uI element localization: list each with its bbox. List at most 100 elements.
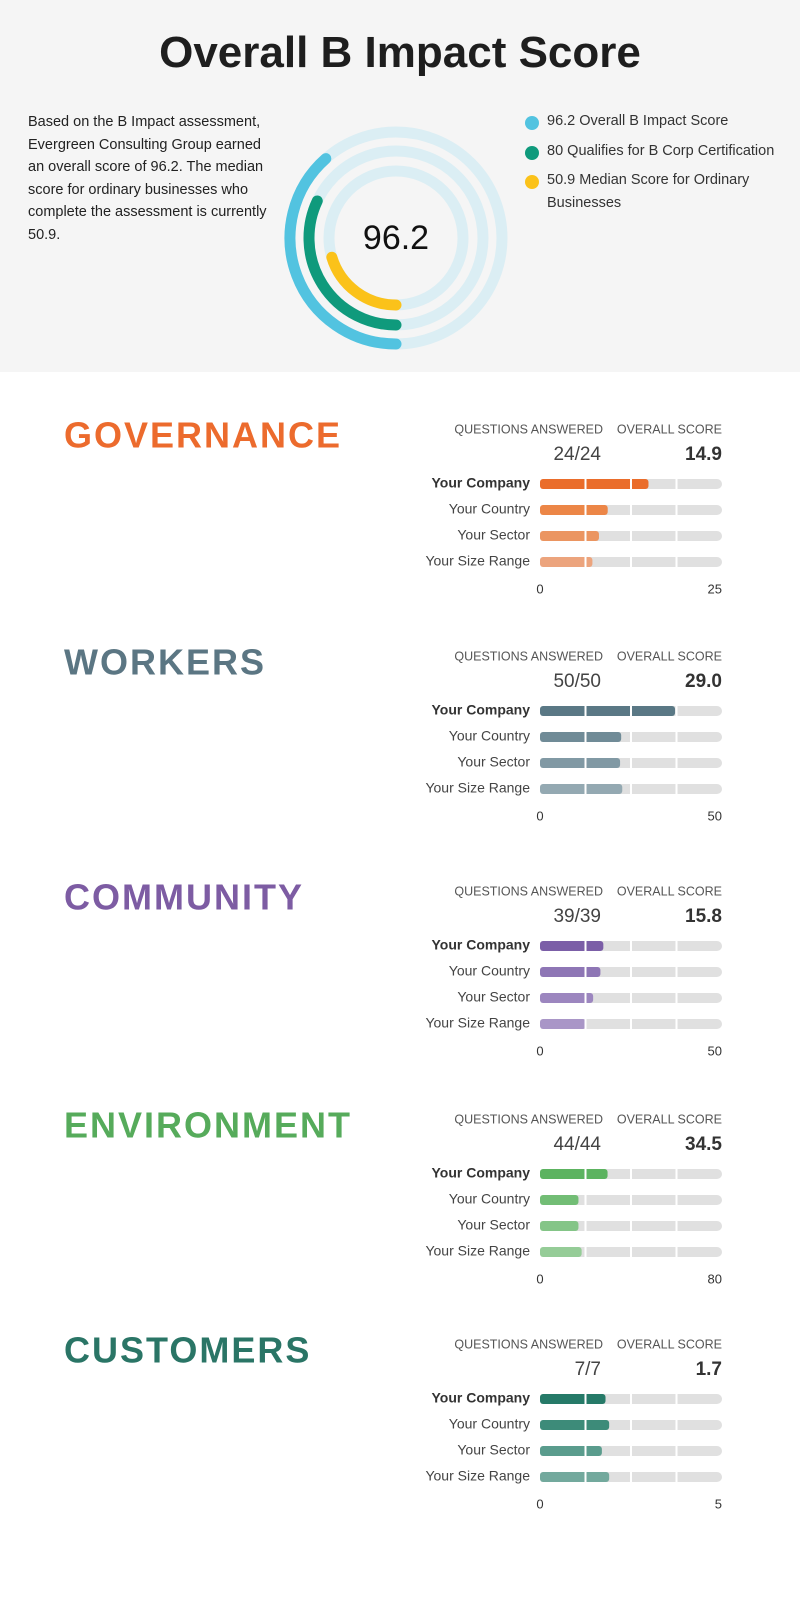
- score-value: 14.9: [685, 444, 722, 465]
- score-sections: GOVERNANCE QUESTIONS ANSWERED 24/24 OVERALL…: [64, 415, 722, 1512]
- row-label: Your Company: [431, 702, 530, 718]
- row-label: Your Company: [431, 1390, 530, 1406]
- section-name: WORKERS: [64, 642, 266, 683]
- questions-label: QUESTIONS ANSWERED: [454, 1337, 603, 1351]
- bar: [540, 732, 622, 742]
- section: CUSTOMERS QUESTIONS ANSWERED 7/7 OVERALL SC…: [64, 1330, 722, 1511]
- header: Overall B Impact Score Based on the B Im…: [0, 0, 800, 372]
- legend-value: 80: [547, 142, 564, 159]
- bar: [540, 758, 621, 768]
- x-tick-label: 25: [708, 581, 722, 596]
- row-label: Your Company: [431, 1165, 530, 1181]
- questions-label: QUESTIONS ANSWERED: [454, 1112, 603, 1126]
- description: Based on the B Impact assessment, Evergr…: [28, 114, 267, 243]
- row-label: Your Sector: [457, 527, 530, 543]
- row-label: Your Sector: [457, 754, 530, 770]
- section-name: CUSTOMERS: [64, 1330, 311, 1371]
- score-arc: [284, 153, 402, 350]
- row-label: Your Size Range: [425, 780, 530, 796]
- section: ENVIRONMENT QUESTIONS ANSWERED 44/44 OVERAL…: [64, 1105, 722, 1287]
- bar: [540, 941, 604, 951]
- x-tick-label: 80: [708, 1271, 722, 1286]
- questions-value: 24/24: [553, 444, 601, 465]
- score-value: 29.0: [685, 671, 722, 692]
- x-tick-label: 0: [536, 1496, 543, 1511]
- legend-value: 96.2: [547, 113, 576, 129]
- questions-label: QUESTIONS ANSWERED: [454, 422, 603, 436]
- score-label: OVERALL SCORE: [617, 422, 722, 436]
- row-label: Your Company: [431, 475, 530, 491]
- score-value: 1.7: [696, 1359, 722, 1380]
- row-label: Your Size Range: [425, 1468, 530, 1484]
- legend-label: Overall B Impact Score: [579, 113, 729, 129]
- score-value: 15.8: [685, 906, 722, 927]
- section: COMMUNITY QUESTIONS ANSWERED 39/39 OVERALL …: [64, 877, 722, 1058]
- x-tick-label: 0: [536, 1271, 543, 1286]
- row-label: Your Country: [449, 963, 530, 979]
- questions-value: 39/39: [553, 906, 601, 927]
- legend-dot: [525, 175, 539, 190]
- score-value: 34.5: [685, 1134, 722, 1155]
- bar: [540, 1169, 608, 1179]
- legend-item: 96.2 Overall B Impact Score: [522, 110, 782, 133]
- section-name: COMMUNITY: [64, 877, 304, 918]
- score-label: OVERALL SCORE: [617, 649, 722, 663]
- bar: [540, 1019, 586, 1029]
- score-label: OVERALL SCORE: [617, 884, 722, 898]
- row-label: Your Sector: [457, 1217, 530, 1233]
- score-label: OVERALL SCORE: [617, 1337, 722, 1351]
- legend-item: 50.9 Median Score for Ordinary Businesse…: [522, 169, 782, 214]
- row-label: Your Sector: [457, 989, 530, 1005]
- legend-label: Qualifies for B Corp Certification: [567, 142, 775, 159]
- score-arc: [326, 251, 402, 311]
- legend-dot: [525, 145, 539, 160]
- bar: [540, 706, 676, 716]
- x-tick-label: 0: [536, 1043, 543, 1058]
- bar: [540, 505, 608, 515]
- x-tick-label: 0: [536, 808, 543, 823]
- questions-value: 7/7: [575, 1359, 601, 1380]
- bar: [540, 1472, 610, 1482]
- section-name: GOVERNANCE: [64, 415, 342, 456]
- row-label: Your Country: [449, 1416, 530, 1432]
- bar: [540, 531, 599, 541]
- donut-chart: 96.2: [284, 126, 508, 350]
- questions-value: 50/50: [553, 671, 601, 692]
- center-score: 96.2: [363, 219, 429, 257]
- row-label: Your Size Range: [425, 1015, 530, 1031]
- bar: [540, 557, 593, 567]
- bar: [540, 967, 601, 977]
- legend-dot: [525, 116, 539, 130]
- bar: [540, 1446, 602, 1456]
- score-arc: [303, 195, 402, 331]
- bar: [540, 1394, 606, 1404]
- questions-label: QUESTIONS ANSWERED: [454, 884, 603, 898]
- legend-item: 80 Qualifies for B Corp Certification: [522, 140, 782, 163]
- row-label: Your Size Range: [425, 553, 530, 569]
- legend-value: 50.9: [547, 172, 576, 189]
- bar: [540, 479, 649, 489]
- section: GOVERNANCE QUESTIONS ANSWERED 24/24 OVERALL…: [64, 415, 722, 596]
- title: Overall B Impact Score: [159, 28, 641, 77]
- questions-value: 44/44: [553, 1134, 601, 1155]
- bar: [540, 784, 623, 794]
- row-label: Your Country: [449, 1191, 530, 1207]
- row-label: Your Company: [431, 937, 530, 953]
- section: WORKERS QUESTIONS ANSWERED 50/50 OVERALL SC…: [64, 642, 722, 823]
- score-label: OVERALL SCORE: [617, 1112, 722, 1126]
- x-tick-label: 50: [708, 808, 722, 823]
- bar: [540, 1420, 610, 1430]
- x-tick-label: 0: [536, 581, 543, 596]
- bar: [540, 993, 594, 1003]
- x-tick-label: 5: [715, 1496, 722, 1511]
- legend-label: Median Score for Ordinary Businesses: [547, 172, 750, 211]
- questions-label: QUESTIONS ANSWERED: [454, 649, 603, 663]
- bar: [540, 1195, 579, 1205]
- bar: [540, 1247, 582, 1257]
- row-label: Your Sector: [457, 1442, 530, 1458]
- x-tick-label: 50: [708, 1043, 722, 1058]
- row-label: Your Country: [449, 728, 530, 744]
- legend: 96.2 Overall B Impact Score 80 Qualifies …: [522, 110, 782, 221]
- row-label: Your Size Range: [425, 1243, 530, 1259]
